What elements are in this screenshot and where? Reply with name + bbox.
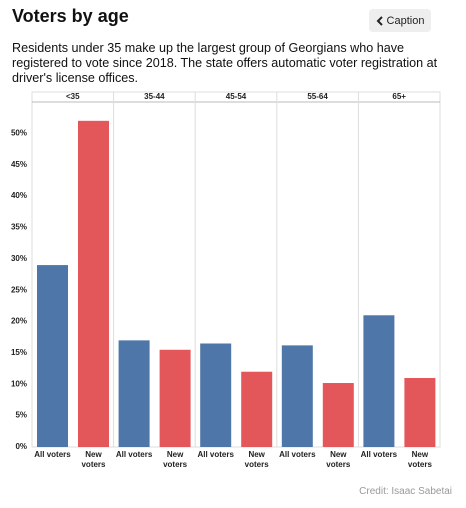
y-tick-label: 30%	[11, 254, 27, 263]
x-tick-label: All voters	[360, 450, 398, 459]
x-tick-label: All voters	[34, 450, 71, 459]
y-tick-label: 50%	[11, 128, 27, 137]
chevron-icon	[376, 15, 383, 26]
y-tick-label: 0%	[15, 442, 27, 451]
y-tick-label: 25%	[11, 285, 27, 294]
panel-label: <35	[66, 92, 80, 101]
x-tick-label: New voters	[244, 450, 269, 469]
bar	[404, 378, 436, 447]
bar	[200, 343, 232, 447]
panel-label: 65+	[392, 92, 406, 101]
bar	[159, 349, 191, 447]
bar	[37, 265, 68, 447]
x-tick-label: New voters	[326, 450, 351, 469]
y-tick-label: 45%	[11, 160, 27, 169]
bar	[241, 371, 273, 447]
bar	[281, 345, 313, 447]
caption-label: Caption	[386, 14, 425, 27]
title: Voters by age	[12, 6, 129, 26]
panel-label: 45-54	[226, 92, 247, 101]
x-tick-label: New voters	[163, 450, 188, 469]
bar	[118, 340, 150, 447]
y-tick-label: 15%	[11, 348, 27, 357]
bar	[322, 383, 354, 447]
y-tick-label: 5%	[15, 411, 27, 420]
bar	[363, 315, 395, 447]
y-tick-label: 20%	[11, 317, 27, 326]
x-tick-label: All voters	[115, 450, 153, 459]
credit: Credit: Isaac Sabetai	[359, 486, 452, 497]
x-tick-label: New voters	[407, 450, 432, 469]
panel-label: 35-44	[144, 92, 165, 101]
caption-button[interactable]: Caption	[369, 9, 431, 32]
panel-label: 55-64	[307, 92, 328, 101]
x-tick-label: New voters	[81, 450, 106, 469]
plot-frame	[31, 91, 441, 448]
x-tick-label: All voters	[279, 450, 316, 459]
y-tick-label: 10%	[11, 379, 27, 388]
subtitle: Residents under 35 make up the largest g…	[12, 41, 438, 85]
y-tick-label: 40%	[11, 191, 27, 200]
y-tick-label: 35%	[11, 223, 27, 232]
x-tick-label: All voters	[197, 450, 234, 459]
bar	[78, 120, 109, 448]
